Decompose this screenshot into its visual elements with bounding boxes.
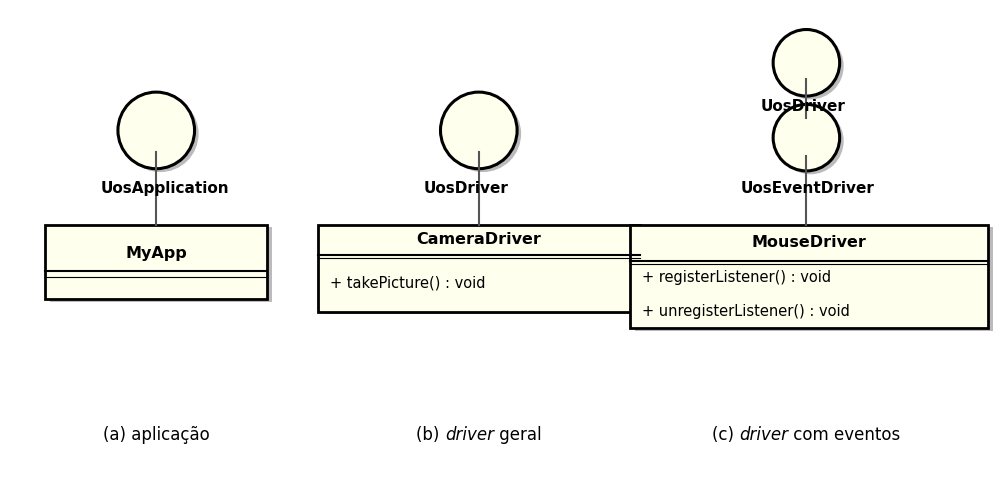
Text: UosEventDriver: UosEventDriver (741, 181, 875, 196)
Ellipse shape (777, 108, 844, 174)
FancyBboxPatch shape (630, 225, 988, 328)
Text: com eventos: com eventos (788, 426, 901, 444)
Text: CameraDriver: CameraDriver (416, 232, 541, 247)
Text: (a) aplicação: (a) aplicação (103, 426, 210, 444)
Ellipse shape (777, 33, 844, 99)
FancyBboxPatch shape (50, 227, 272, 302)
Ellipse shape (440, 92, 517, 169)
Text: (b): (b) (416, 426, 445, 444)
Text: (c): (c) (712, 426, 740, 444)
Text: UosDriver: UosDriver (423, 181, 508, 196)
Ellipse shape (445, 96, 521, 172)
Text: UosApplication: UosApplication (101, 181, 230, 196)
Text: UosDriver: UosDriver (761, 99, 846, 114)
Ellipse shape (773, 104, 840, 171)
Text: + unregisterListener() : void: + unregisterListener() : void (642, 304, 850, 319)
Text: + registerListener() : void: + registerListener() : void (642, 270, 832, 285)
Text: driver: driver (740, 426, 788, 444)
Ellipse shape (773, 29, 840, 96)
FancyBboxPatch shape (323, 227, 645, 314)
Text: geral: geral (494, 426, 541, 444)
Text: MyApp: MyApp (125, 245, 187, 260)
Ellipse shape (118, 92, 195, 169)
Text: driver: driver (445, 426, 494, 444)
FancyBboxPatch shape (318, 225, 640, 312)
Text: + takePicture() : void: + takePicture() : void (330, 276, 485, 291)
Text: MouseDriver: MouseDriver (752, 235, 866, 250)
FancyBboxPatch shape (45, 225, 267, 299)
FancyBboxPatch shape (635, 227, 993, 331)
Ellipse shape (122, 96, 199, 172)
